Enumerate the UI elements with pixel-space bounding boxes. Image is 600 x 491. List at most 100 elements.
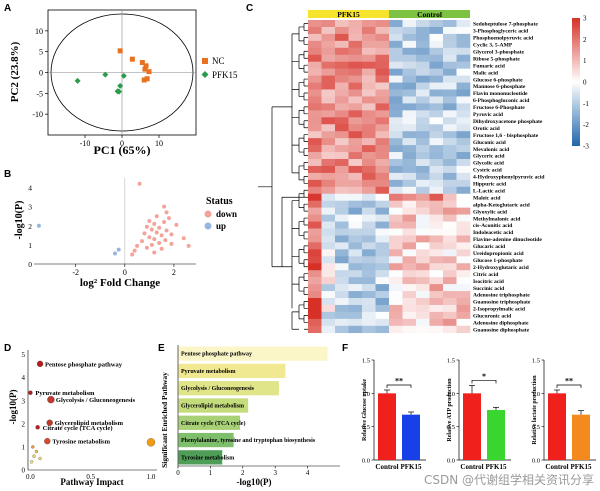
heatmap-cell [456,298,471,306]
row-label: cis-Aconitic acid [473,223,513,229]
heatmap-cell [416,235,430,243]
impact-point [34,449,39,454]
volcano-points [36,181,191,257]
heatmap-cell [321,277,336,285]
dendrogram-branches [258,23,308,330]
volcano-point-up [116,247,121,252]
legend-pfk15-label: PFK15 [212,70,238,80]
pca-ytick-label: -10 [32,110,43,119]
heatmap-cell [335,228,349,236]
enrichment-xtick-label: 1 [209,469,213,477]
heatmap-cells [308,20,471,334]
row-label: Citric acid [473,272,499,278]
row-label: Orotic acid [473,126,501,132]
pca-axes: -10 0 10 -10 -5 0 5 10 [32,10,196,148]
volcano-legend-title: Status [206,196,233,207]
heatmap-cell [362,214,376,222]
volcano-point-down [162,204,167,209]
heatmap-cell [348,228,363,236]
heatmap-cell [429,325,444,334]
heatmap-cell [456,20,471,28]
heatmap-cell [443,124,457,132]
heatmap-cell [443,145,457,153]
heatmap-cell [402,165,417,174]
heatmap-cell [348,311,363,320]
heatmap-cell [389,138,403,146]
heatmap-cell [429,131,444,139]
heatmap-cell [375,75,390,83]
heatmap-cell [429,298,444,306]
row-label: Flavin mononucleotide [473,91,528,97]
heatmap-cell [335,291,349,299]
heatmap-cell [375,277,390,285]
heatmap-cell [443,110,457,118]
heatmap-cell [321,145,336,153]
heatmap-cell [375,54,390,62]
heatmap-cell [321,20,336,28]
heatmap-cell [321,179,336,188]
heatmap-cell [375,138,390,146]
heatmap-cell [456,82,471,90]
heatmap-cell [456,145,471,153]
heatmap-cell [335,284,349,292]
heatmap-cell [375,318,390,327]
heatmap-cell [375,263,390,271]
heatmap-cell [443,54,457,62]
heatmap-cell [308,75,322,83]
heatmap-cell [348,103,363,111]
heatmap-cell [348,138,363,146]
heatmap-cell [443,214,457,222]
heatmap-cell [321,207,336,215]
volcano-point-down [149,227,154,232]
heatmap-cell [362,145,376,153]
heatmap-cell [375,96,390,104]
heatmap-cell [402,47,417,56]
volcano-point-down [174,222,179,227]
subchart-ytick-label: 1.5 [447,358,455,365]
heatmap-cell [402,277,417,285]
heatmap-cell [348,193,363,201]
row-label: Glucose 1-phosphate [473,258,523,264]
row-label: Glycerol 3-phosphate [473,49,525,55]
heatmap-cell [335,277,349,285]
pca-point-nc [142,66,148,72]
heatmap-cell [362,159,376,167]
heatmap-cell [335,75,349,83]
heatmap-cell [429,235,444,243]
heatmap-cell [389,33,403,42]
heatmap-cell [429,138,444,146]
row-label: Guanosine triphosphate [473,300,531,306]
heatmap-cell [321,47,336,56]
row-label: Succinic acid [473,286,505,292]
enrichment-bar-label: Pyruvate metabolism [181,369,236,375]
heatmap-cell [362,75,376,83]
heatmap-cell [456,249,471,257]
heatmap-cell [348,200,363,208]
heatmap-cell [389,235,403,243]
heatmap-cell [375,61,390,69]
heatmap-cell [348,249,363,257]
volcano-chart: -2 0 2 0 1 2 3 4 log² Fold Change -log10(P) Sta… [14,178,237,289]
heatmap-cell [402,221,417,229]
volcano-ytick-label: 1 [28,241,32,250]
heatmap-cell [389,47,403,56]
heatmap-cell [389,214,403,222]
heatmap-cell [362,235,376,243]
heatmap-cell [362,20,376,28]
heatmap-cell [375,89,390,97]
heatmap-cell [308,20,322,28]
heatmap-cell [308,96,322,104]
heatmap-cell [348,61,363,69]
volcano-ytick-label: 0 [28,260,32,269]
heatmap-cell [416,124,430,132]
heatmap-cell [321,61,336,69]
heatmap-cell [308,221,322,229]
heatmap-cell [321,235,336,243]
heatmap-cell [375,145,390,153]
row-dendrogram [258,23,308,330]
scale-tick-label: 1 [583,57,587,65]
heatmap-cell [416,61,430,69]
heatmap-cell [456,284,471,292]
heatmap-cell [429,179,444,188]
heatmap-cell [348,82,363,90]
